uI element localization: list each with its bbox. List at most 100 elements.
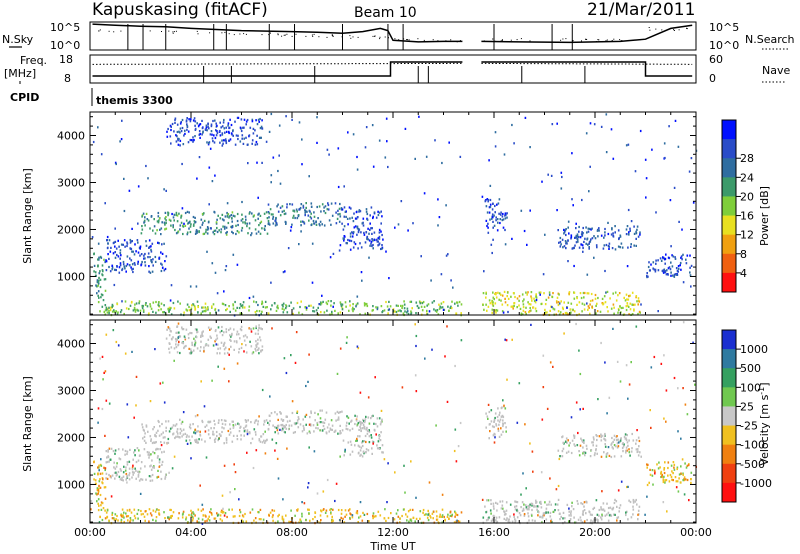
nsearch-point xyxy=(175,30,177,32)
velocity-cell xyxy=(608,514,611,517)
velocity-cell xyxy=(110,476,112,479)
nsearch-point xyxy=(406,39,408,41)
velocity-cell xyxy=(592,436,595,439)
velocity-cell xyxy=(356,437,358,440)
velocity-cell xyxy=(106,509,109,512)
power-cell xyxy=(395,304,398,307)
velocity-cell xyxy=(320,510,323,513)
power-cell xyxy=(214,174,216,177)
power-cell xyxy=(150,259,152,262)
velocity-cell xyxy=(190,515,193,518)
velocity-cell xyxy=(149,465,151,468)
velocity-cell xyxy=(339,430,341,433)
power-cell xyxy=(305,306,308,309)
power-cell xyxy=(374,238,376,242)
velocity-cell xyxy=(130,511,133,514)
power-cell xyxy=(248,222,251,225)
power-cell xyxy=(617,311,619,314)
power-cell xyxy=(377,213,380,217)
power-cell xyxy=(165,221,167,225)
velocity-cell xyxy=(163,450,165,453)
velocity-cell xyxy=(100,508,103,511)
velocity-cell xyxy=(610,443,612,446)
power-cell xyxy=(207,306,209,309)
velocity-cell xyxy=(504,407,507,410)
power-cell xyxy=(626,302,629,305)
velocity-cell xyxy=(136,512,139,515)
velocity-cell xyxy=(415,334,418,338)
power-cell xyxy=(253,300,255,303)
power-cell xyxy=(558,302,561,305)
power-cell xyxy=(495,216,497,219)
velocity-cell xyxy=(165,420,167,423)
power-cell xyxy=(96,281,99,284)
power-cell xyxy=(415,312,417,315)
velocity-cell xyxy=(625,437,627,440)
power-cell xyxy=(313,215,316,218)
power-cell xyxy=(335,222,338,225)
velocity-cell xyxy=(294,514,296,517)
power-cell xyxy=(438,303,440,306)
velocity-cell xyxy=(570,451,573,455)
power-cell xyxy=(518,295,521,298)
power-cell xyxy=(236,263,239,266)
power-cell xyxy=(539,293,541,296)
power-cell xyxy=(300,203,303,206)
velocity-cell xyxy=(485,426,487,429)
power-cell xyxy=(356,225,359,228)
velocity-cell xyxy=(458,520,461,523)
velocity-cell xyxy=(262,433,265,436)
velocity-cell xyxy=(137,470,139,473)
power-cell xyxy=(259,222,262,225)
velocity-cell xyxy=(664,481,666,484)
colorbar-swatch xyxy=(722,177,736,197)
power-cell xyxy=(305,206,307,209)
velocity-cell xyxy=(367,429,369,432)
power-cell xyxy=(192,224,195,227)
power-cell xyxy=(208,127,210,130)
velocity-cell xyxy=(126,403,129,406)
velocity-cell xyxy=(422,508,425,512)
velocity-cell xyxy=(106,477,109,480)
power-cell xyxy=(292,214,295,217)
power-cell xyxy=(134,309,137,312)
velocity-cell xyxy=(515,500,518,503)
power-cell xyxy=(202,131,204,134)
velocity-cell xyxy=(370,417,372,420)
power-cell xyxy=(254,311,257,314)
power-cell xyxy=(272,217,274,220)
velocity-cell xyxy=(220,511,223,514)
velocity-cell xyxy=(134,517,137,520)
velocity-cell xyxy=(307,482,310,485)
power-cell xyxy=(139,254,141,257)
velocity-cell xyxy=(143,448,146,451)
velocity-cell xyxy=(613,444,616,447)
power-cell xyxy=(597,235,599,238)
velocity-cell xyxy=(271,438,274,441)
power-cell xyxy=(326,309,328,312)
power-cell xyxy=(152,264,154,267)
velocity-cell xyxy=(597,519,599,522)
power-cell xyxy=(607,232,610,236)
velocity-cell xyxy=(145,441,147,444)
velocity-cell xyxy=(168,327,171,330)
velocity-cell xyxy=(195,336,198,339)
velocity-cell xyxy=(505,518,507,522)
velocity-cell xyxy=(636,450,639,454)
colorbar-tick-label: 12 xyxy=(740,229,754,242)
velocity-cell xyxy=(339,455,341,458)
power-cell xyxy=(176,135,178,138)
power-cell xyxy=(433,308,435,311)
velocity-cell xyxy=(364,434,367,438)
power-cell xyxy=(573,264,575,268)
power-cell xyxy=(242,142,245,145)
velocity-cell xyxy=(190,457,192,460)
velocity-cell xyxy=(595,449,597,452)
power-cell xyxy=(137,309,139,312)
velocity-cell xyxy=(488,437,490,440)
velocity-cell xyxy=(441,514,444,517)
power-cell xyxy=(174,228,176,232)
velocity-cell xyxy=(564,520,566,524)
nsky-line-2 xyxy=(481,24,693,44)
velocity-cell xyxy=(520,493,522,496)
